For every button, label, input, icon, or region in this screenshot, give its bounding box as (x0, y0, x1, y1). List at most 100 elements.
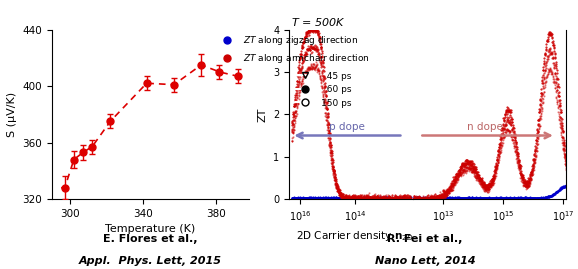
Point (349, 197, 358, 201)
Point (325, 140, 335, 144)
Point (451, 196, 460, 200)
Point (526, 178, 535, 182)
Point (309, 62, 318, 66)
Point (492, 163, 501, 168)
Point (514, 164, 524, 168)
Point (470, 169, 479, 174)
Point (410, 195, 419, 199)
Point (453, 172, 462, 176)
Point (314, 196, 324, 200)
Point (305, 47, 314, 51)
Point (287, 139, 297, 143)
Point (343, 197, 353, 201)
Point (416, 197, 425, 201)
Point (295, 55, 305, 59)
Point (354, 196, 364, 200)
Point (405, 195, 414, 200)
Point (358, 196, 367, 200)
Point (366, 197, 376, 201)
Point (527, 168, 536, 173)
Point (295, 196, 305, 200)
Point (379, 197, 388, 201)
Point (372, 197, 381, 201)
Point (351, 197, 361, 201)
Point (449, 179, 458, 184)
Point (358, 196, 368, 200)
Point (476, 180, 485, 184)
Point (458, 173, 468, 177)
Point (426, 196, 435, 200)
Point (436, 196, 446, 200)
Point (514, 158, 524, 162)
Point (392, 197, 401, 201)
Point (453, 172, 462, 177)
Point (397, 195, 406, 199)
Point (551, 70, 560, 75)
Point (417, 197, 427, 201)
Point (305, 29, 314, 33)
Point (306, 44, 315, 48)
Point (491, 164, 501, 168)
Point (325, 144, 334, 148)
Point (461, 168, 470, 172)
Point (437, 195, 446, 199)
Y-axis label: ZT: ZT (257, 107, 268, 122)
Point (355, 197, 365, 201)
Point (366, 196, 376, 201)
Point (332, 185, 341, 190)
Point (492, 164, 501, 168)
Point (475, 176, 484, 180)
Point (319, 196, 328, 200)
Point (367, 196, 376, 200)
Point (429, 196, 438, 200)
Point (466, 196, 476, 200)
Point (372, 195, 381, 200)
Point (551, 60, 560, 64)
Point (480, 185, 490, 189)
Point (303, 66, 313, 70)
Point (540, 69, 549, 73)
Point (341, 197, 350, 201)
Point (403, 193, 412, 197)
Point (471, 176, 480, 180)
Point (350, 195, 359, 199)
Point (395, 196, 405, 200)
Point (480, 185, 490, 189)
Point (335, 191, 344, 195)
Point (532, 149, 541, 153)
Point (527, 171, 536, 175)
Point (540, 86, 549, 90)
Point (543, 32, 553, 36)
Point (493, 196, 502, 200)
Point (518, 175, 527, 179)
Point (308, 46, 317, 50)
Point (298, 59, 307, 63)
Point (347, 196, 356, 200)
Point (342, 197, 351, 201)
Point (491, 166, 501, 171)
Point (481, 184, 490, 188)
Point (559, 143, 568, 147)
Point (505, 109, 514, 113)
Point (416, 197, 425, 201)
Point (509, 144, 518, 148)
Point (362, 196, 372, 200)
Point (294, 80, 303, 85)
Point (503, 108, 513, 113)
Point (394, 197, 403, 201)
Point (463, 160, 472, 165)
Point (506, 134, 516, 139)
Point (374, 195, 383, 199)
Point (327, 151, 336, 155)
Point (294, 69, 303, 73)
Point (509, 144, 518, 148)
Point (395, 197, 404, 201)
Point (334, 188, 343, 193)
Point (380, 196, 389, 200)
Point (456, 173, 465, 177)
Point (374, 197, 383, 201)
Point (464, 196, 473, 200)
Point (474, 180, 483, 185)
Point (555, 118, 564, 122)
Point (459, 161, 468, 165)
